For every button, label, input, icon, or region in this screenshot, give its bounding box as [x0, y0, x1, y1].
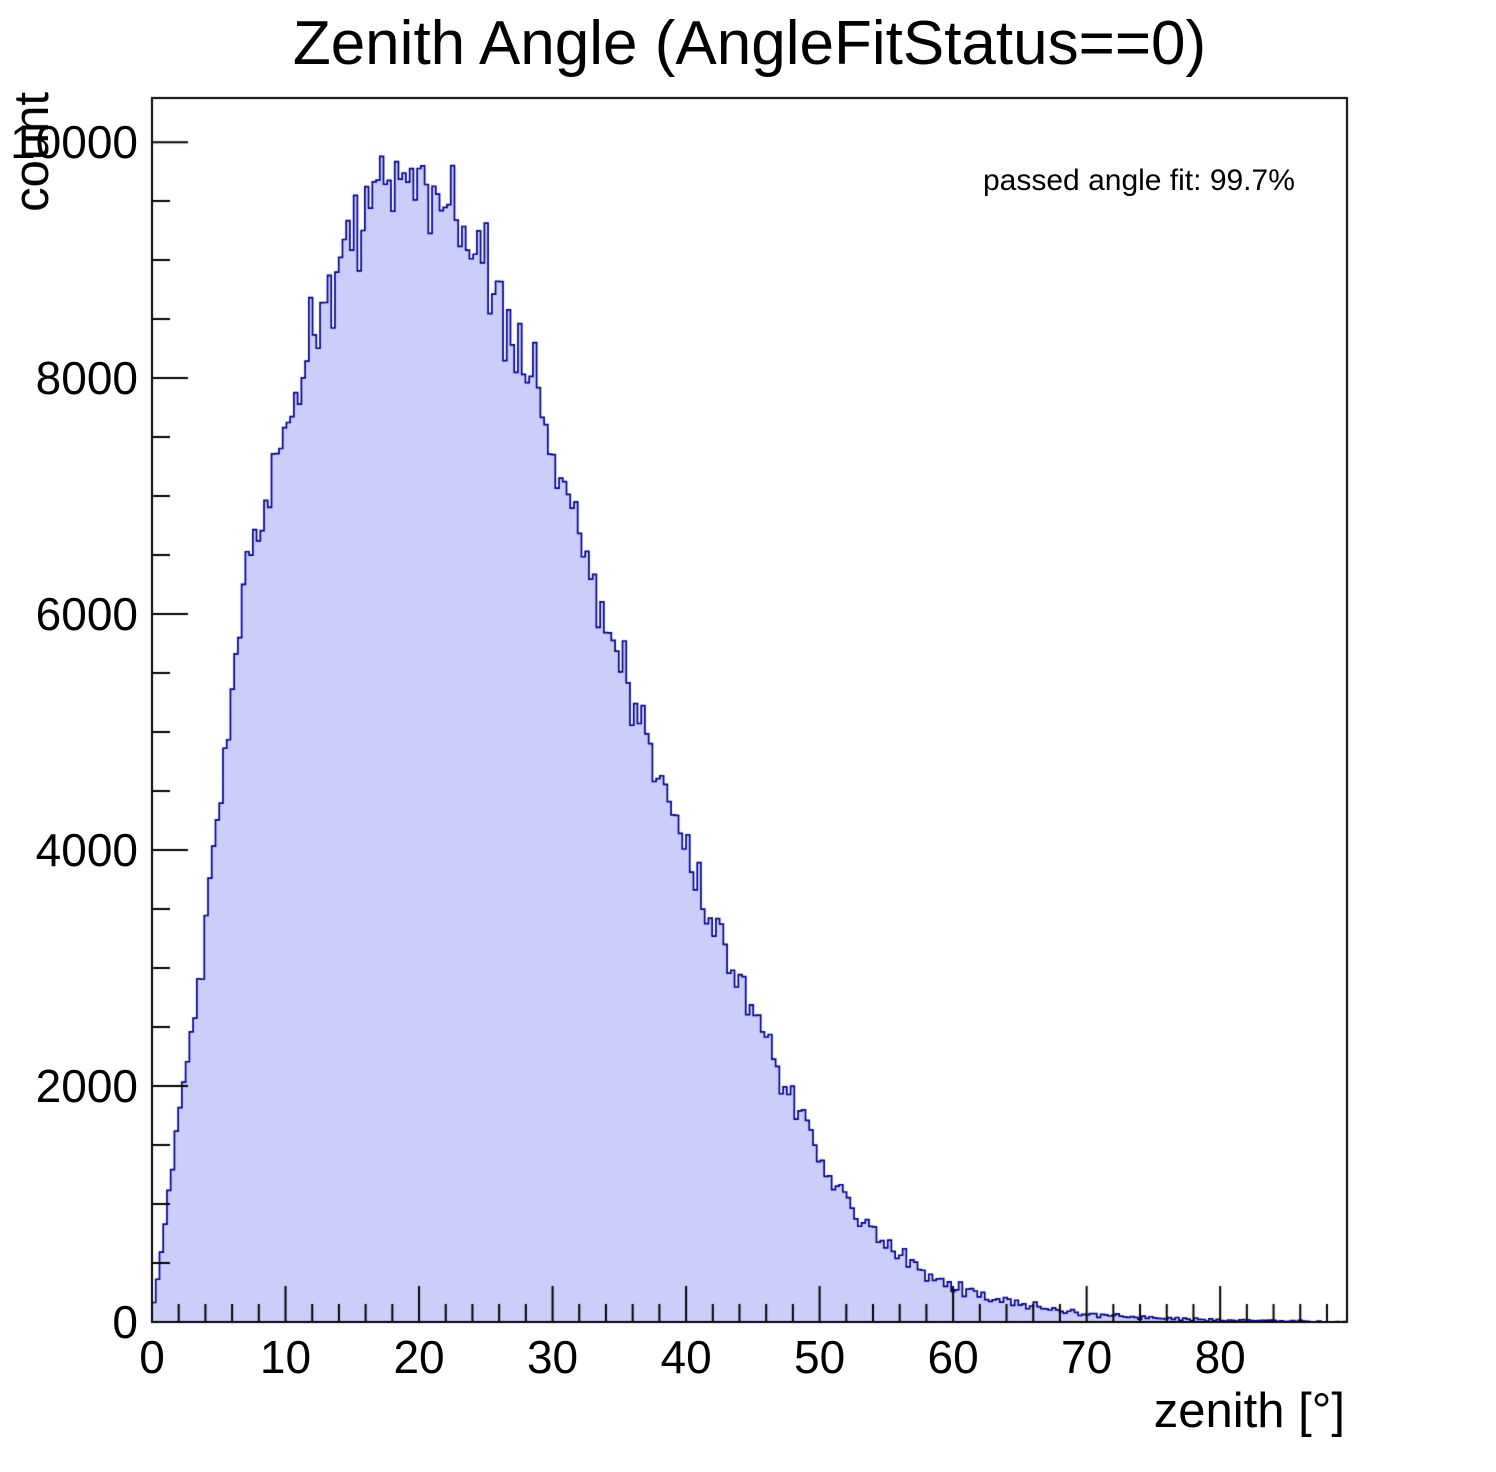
- y-tick-label: 0: [112, 1296, 138, 1348]
- y-tick-label: 10000: [10, 116, 138, 169]
- y-tick-label: 6000: [35, 588, 138, 641]
- chart-title: Zenith Angle (AngleFitStatus==0): [292, 9, 1207, 78]
- x-tick-label: 20: [393, 1331, 445, 1383]
- passed-angle-fit-annotation: passed angle fit: 99.7%: [983, 164, 1295, 197]
- x-tick-label: 40: [660, 1331, 712, 1383]
- x-tick-label: 50: [794, 1331, 846, 1383]
- x-axis-title: zenith [°]: [1153, 1384, 1345, 1438]
- x-tick-label: 10: [259, 1331, 312, 1383]
- y-tick-label: 4000: [35, 824, 138, 877]
- y-tick-label: 2000: [35, 1060, 138, 1113]
- x-tick-label: 80: [1194, 1331, 1246, 1383]
- x-tick-label: 30: [526, 1331, 579, 1383]
- y-tick-label: 8000: [35, 352, 138, 405]
- x-tick-label: 0: [139, 1331, 165, 1383]
- x-tick-label: 70: [1061, 1331, 1113, 1383]
- x-tick-label: 60: [927, 1331, 979, 1383]
